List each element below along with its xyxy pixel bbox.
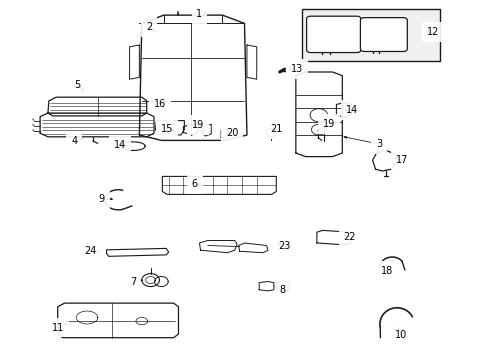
Polygon shape [246,45,256,79]
Text: 20: 20 [225,128,238,138]
Polygon shape [40,113,154,137]
Polygon shape [183,124,198,135]
Polygon shape [106,248,168,256]
Text: 14: 14 [345,105,358,115]
Polygon shape [238,243,267,253]
Text: 12: 12 [426,27,439,37]
Text: 3: 3 [375,139,381,149]
Text: 11: 11 [51,323,64,333]
Text: 7: 7 [130,276,136,287]
Polygon shape [172,121,184,135]
Polygon shape [336,103,350,117]
Text: 8: 8 [279,285,285,295]
Text: 19: 19 [322,119,334,129]
Polygon shape [48,97,146,116]
Text: 9: 9 [99,194,104,204]
Text: 6: 6 [191,179,197,189]
Polygon shape [139,15,246,140]
Polygon shape [199,240,237,253]
Bar [302,9,439,61]
Text: 10: 10 [394,330,407,340]
Polygon shape [295,72,342,157]
Text: 4: 4 [71,136,77,146]
Text: 22: 22 [343,232,355,242]
Text: 19: 19 [191,120,204,130]
Text: 21: 21 [269,124,282,134]
Polygon shape [58,303,178,338]
Text: 14: 14 [113,140,126,150]
Text: 17: 17 [395,155,407,165]
FancyBboxPatch shape [360,18,407,51]
Polygon shape [221,130,228,138]
Polygon shape [129,45,139,79]
Text: 1: 1 [196,9,202,19]
Polygon shape [372,150,396,171]
Polygon shape [155,121,167,135]
Text: 24: 24 [84,246,97,256]
Polygon shape [259,282,273,291]
FancyBboxPatch shape [306,16,360,53]
Polygon shape [276,282,289,291]
Text: 15: 15 [161,123,173,134]
Text: 23: 23 [278,240,290,251]
Text: 16: 16 [154,99,166,109]
Polygon shape [316,230,350,245]
Polygon shape [203,124,211,136]
Text: 2: 2 [146,22,152,32]
Polygon shape [162,176,276,194]
Text: 5: 5 [74,80,80,90]
Text: 13: 13 [290,64,303,74]
Text: 18: 18 [380,266,393,276]
